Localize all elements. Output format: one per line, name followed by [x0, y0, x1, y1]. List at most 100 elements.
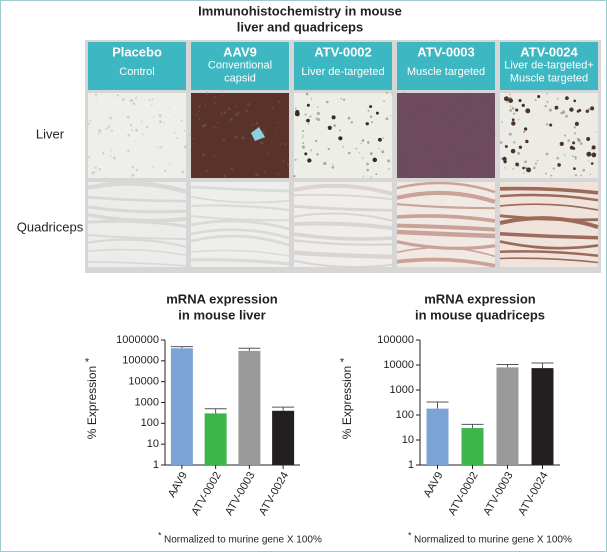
y-tick-label: 100: [141, 417, 159, 429]
stained-cell: [586, 151, 592, 157]
y-tick-label: 1: [408, 459, 414, 471]
texture: [556, 97, 559, 100]
stained-cell: [525, 108, 531, 114]
column-header: [500, 42, 598, 90]
bar: [272, 410, 295, 465]
stained-cell: [511, 118, 515, 122]
texture: [135, 139, 137, 142]
texture: [396, 127, 399, 130]
texture: [129, 123, 133, 127]
texture: [183, 145, 187, 149]
fiber: [293, 183, 393, 196]
texture: [388, 168, 390, 170]
texture: [582, 168, 586, 172]
texture: [383, 100, 385, 103]
fiber: [87, 205, 187, 214]
texture: [214, 126, 217, 129]
texture: [419, 112, 421, 115]
texture: [544, 172, 547, 175]
texture: [222, 139, 226, 142]
fiber: [190, 219, 290, 231]
texture: [546, 93, 549, 95]
texture: [565, 114, 568, 118]
texture: [235, 105, 238, 108]
texture: [470, 100, 473, 103]
texture: [247, 102, 250, 106]
texture: [327, 147, 330, 151]
texture: [490, 129, 492, 132]
texture: [444, 116, 446, 118]
texture: [430, 108, 433, 111]
liver-image: [397, 93, 495, 178]
texture: [222, 94, 225, 96]
texture: [340, 97, 343, 100]
texture: [113, 156, 116, 160]
texture: [302, 136, 304, 139]
texture: [145, 125, 149, 129]
texture: [451, 107, 454, 111]
texture: [101, 151, 105, 155]
texture: [107, 125, 111, 128]
y-tick-label: 100000: [377, 334, 414, 346]
texture: [409, 117, 412, 120]
texture: [294, 158, 297, 161]
texture: [523, 130, 526, 134]
texture: [467, 133, 471, 137]
fiber: [293, 221, 393, 230]
stained-cell: [515, 162, 519, 167]
texture: [550, 174, 553, 177]
texture: [588, 160, 590, 162]
texture: [460, 136, 463, 138]
texture: [475, 157, 477, 160]
texture: [513, 141, 516, 144]
texture: [255, 122, 259, 125]
texture: [195, 113, 198, 116]
texture: [116, 94, 119, 97]
texture: [459, 172, 461, 174]
texture: [180, 119, 183, 122]
texture: [151, 103, 153, 106]
footnote-mark: *: [158, 530, 162, 540]
texture: [271, 107, 274, 110]
texture: [552, 167, 555, 170]
texture: [574, 155, 577, 159]
fiber: [499, 231, 599, 240]
texture: [355, 147, 358, 150]
texture: [267, 152, 270, 155]
texture: [424, 151, 427, 155]
texture: [511, 106, 515, 110]
texture: [499, 141, 503, 144]
texture: [366, 168, 369, 172]
texture: [471, 134, 473, 136]
fiber: [87, 233, 187, 240]
texture: [230, 118, 233, 121]
texture: [213, 96, 216, 99]
texture: [487, 163, 491, 167]
texture: [250, 138, 252, 140]
texture: [369, 115, 373, 118]
texture: [564, 154, 566, 156]
texture: [293, 174, 296, 178]
stained-cell: [375, 111, 379, 115]
fiber: [396, 214, 496, 223]
fiber: [499, 240, 599, 250]
texture: [456, 113, 460, 116]
texture: [87, 156, 90, 159]
texture: [421, 150, 424, 153]
texture: [262, 130, 265, 133]
texture: [556, 156, 560, 160]
texture: [201, 120, 203, 122]
texture: [445, 159, 448, 162]
texture: [157, 146, 160, 149]
texture: [220, 144, 223, 146]
stained-cell: [327, 125, 332, 130]
texture: [452, 120, 456, 124]
texture: [287, 163, 290, 167]
texture: [574, 174, 578, 177]
texture: [517, 118, 520, 121]
texture: [304, 113, 307, 116]
texture: [509, 93, 512, 96]
texture: [131, 129, 134, 132]
texture: [94, 93, 98, 96]
texture: [148, 99, 151, 102]
